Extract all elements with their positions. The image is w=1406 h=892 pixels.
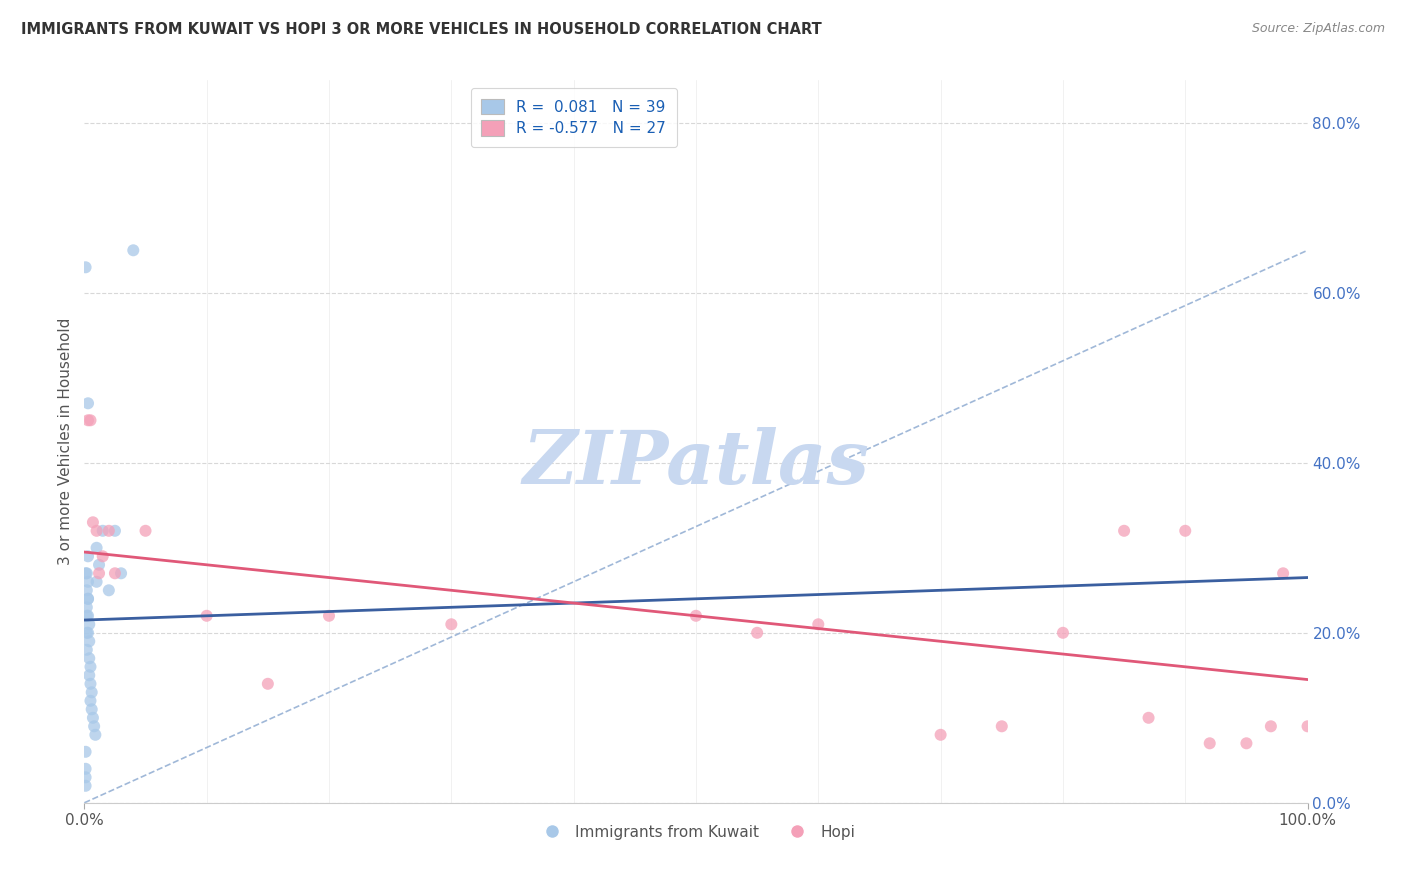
Point — [86, 574, 108, 589]
Point — [77, 608, 100, 623]
Point — [76, 608, 98, 623]
Point — [747, 625, 769, 640]
Point — [76, 600, 98, 615]
Point — [807, 617, 830, 632]
Point — [1174, 524, 1197, 538]
Point — [82, 711, 104, 725]
Point — [1236, 736, 1258, 750]
Point — [86, 541, 108, 555]
Text: ZIPatlas: ZIPatlas — [523, 427, 869, 500]
Point — [76, 625, 98, 640]
Point — [75, 566, 97, 581]
Point — [77, 591, 100, 606]
Point — [110, 566, 132, 581]
Point — [76, 642, 98, 657]
Point — [77, 617, 100, 632]
Point — [318, 608, 340, 623]
Point — [80, 685, 103, 699]
Point — [87, 566, 110, 581]
Point — [77, 574, 100, 589]
Point — [1052, 625, 1074, 640]
Point — [440, 617, 463, 632]
Point — [257, 677, 280, 691]
Point — [929, 728, 952, 742]
Point — [79, 677, 101, 691]
Point — [1296, 719, 1319, 733]
Point — [75, 770, 97, 784]
Point — [76, 566, 98, 581]
Point — [83, 719, 105, 733]
Point — [77, 396, 100, 410]
Text: Source: ZipAtlas.com: Source: ZipAtlas.com — [1251, 22, 1385, 36]
Point — [685, 608, 707, 623]
Point — [82, 516, 104, 530]
Point — [76, 583, 98, 598]
Point — [75, 260, 97, 275]
Point — [77, 651, 100, 665]
Y-axis label: 3 or more Vehicles in Household: 3 or more Vehicles in Household — [58, 318, 73, 566]
Point — [84, 728, 107, 742]
Point — [122, 244, 145, 258]
Point — [75, 762, 97, 776]
Point — [77, 668, 100, 682]
Legend: Immigrants from Kuwait, Hopi: Immigrants from Kuwait, Hopi — [531, 819, 860, 846]
Point — [1260, 719, 1282, 733]
Point — [77, 549, 100, 564]
Point — [97, 524, 120, 538]
Point — [91, 549, 114, 564]
Point — [1114, 524, 1136, 538]
Text: IMMIGRANTS FROM KUWAIT VS HOPI 3 OR MORE VEHICLES IN HOUSEHOLD CORRELATION CHART: IMMIGRANTS FROM KUWAIT VS HOPI 3 OR MORE… — [21, 22, 823, 37]
Point — [77, 634, 100, 648]
Point — [77, 625, 100, 640]
Point — [195, 608, 218, 623]
Point — [991, 719, 1014, 733]
Point — [1272, 566, 1295, 581]
Point — [80, 702, 103, 716]
Point — [87, 558, 110, 572]
Point — [1198, 736, 1220, 750]
Point — [135, 524, 157, 538]
Point — [1137, 711, 1160, 725]
Point — [75, 779, 97, 793]
Point — [91, 524, 114, 538]
Point — [75, 745, 97, 759]
Point — [79, 694, 101, 708]
Point — [77, 591, 100, 606]
Point — [79, 660, 101, 674]
Point — [79, 413, 101, 427]
Point — [104, 524, 127, 538]
Point — [77, 413, 100, 427]
Point — [104, 566, 127, 581]
Point — [97, 583, 120, 598]
Point — [86, 524, 108, 538]
